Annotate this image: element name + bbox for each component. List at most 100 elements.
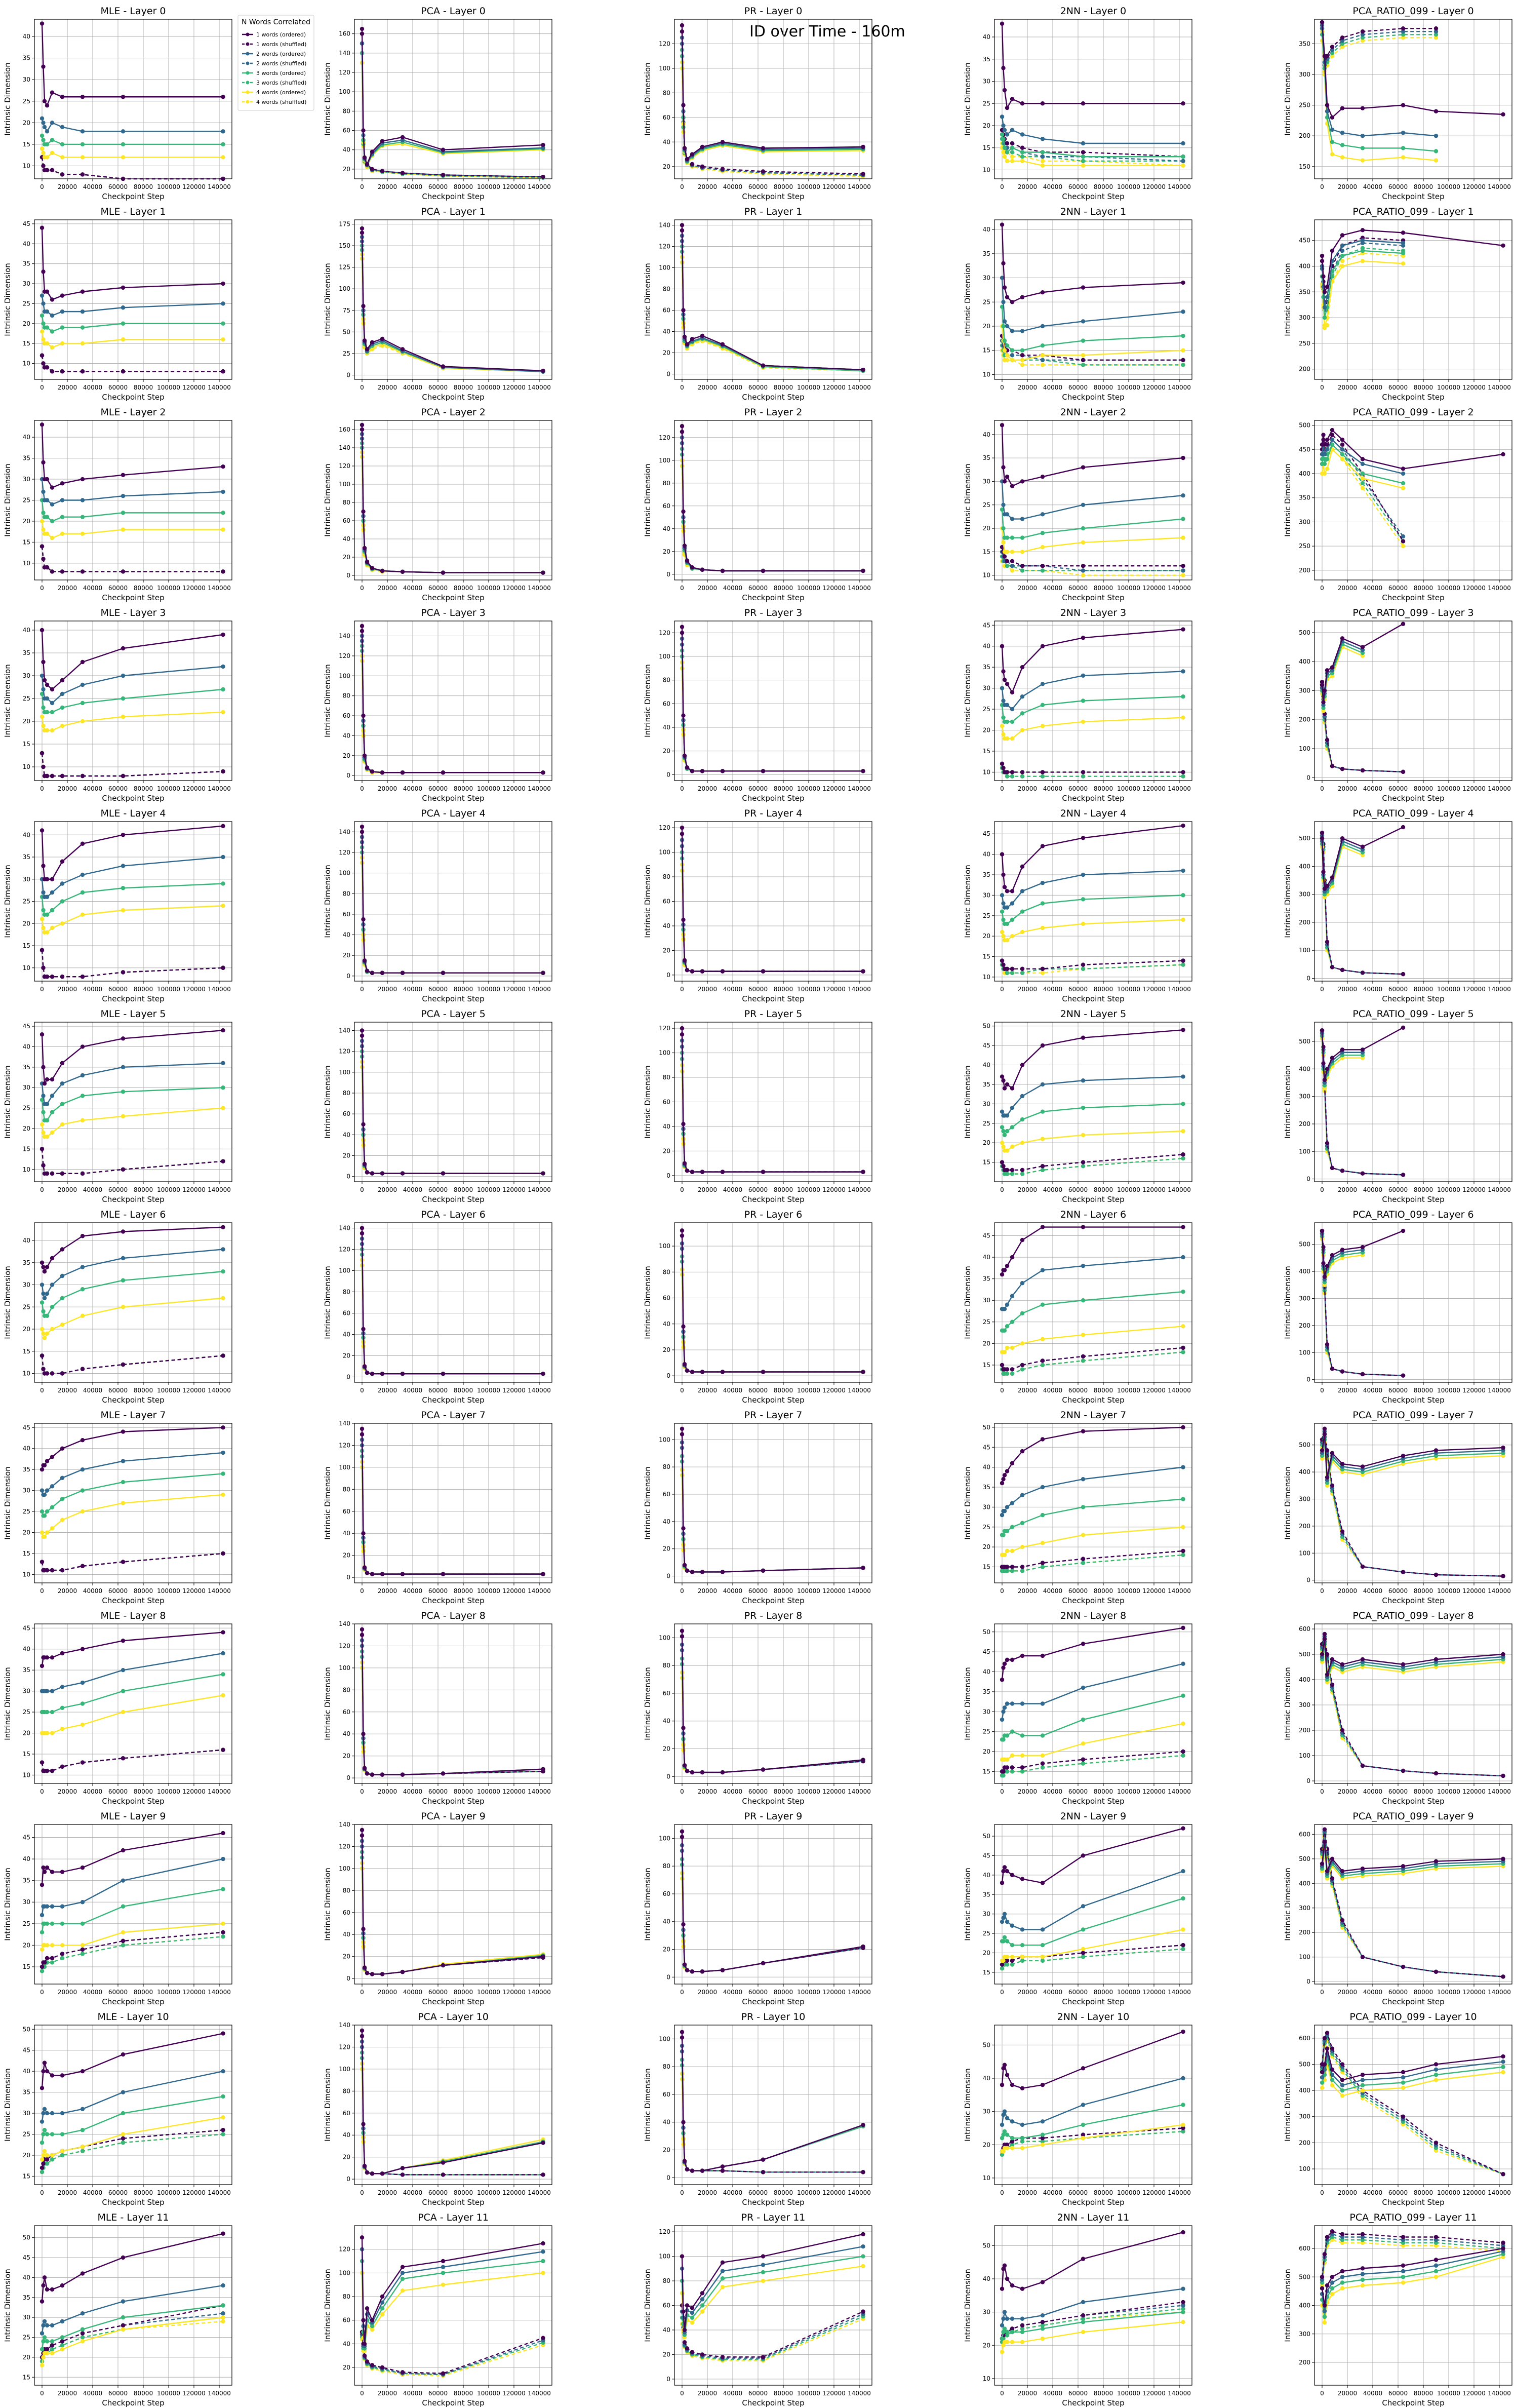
panel-8: 2NN - Layer 10 20000 40000 60000 80000 100000… bbox=[963, 206, 1192, 402]
series-4w-ordered-line bbox=[361, 655, 543, 773]
x-axis-label: Checkpoint Step bbox=[1382, 192, 1444, 201]
series-1w-ordered-line bbox=[1001, 1226, 1183, 1275]
series-1w-ordered-point bbox=[42, 99, 47, 103]
series-3w-ordered-point bbox=[39, 133, 45, 138]
series-2w-ordered-point bbox=[1322, 305, 1327, 309]
x-tick-label: 140000 bbox=[848, 183, 871, 190]
series-1w-ordered-point bbox=[861, 1566, 865, 1570]
series-4w-shuffled-point bbox=[1040, 363, 1045, 367]
series-1w-ordered-point bbox=[1040, 644, 1045, 648]
series-group bbox=[360, 1028, 545, 1176]
y-axis-label: Intrinsic Dimension bbox=[643, 62, 652, 135]
series-group bbox=[1000, 423, 1185, 577]
x-tick-label: 120000 bbox=[1462, 785, 1486, 792]
panel-title: MLE - Layer 2 bbox=[100, 407, 166, 418]
x-axis-label: Checkpoint Step bbox=[422, 994, 484, 1003]
panel-title: MLE - Layer 1 bbox=[100, 206, 166, 217]
series-1w-ordered-point bbox=[380, 139, 385, 143]
series-4w-ordered-line bbox=[1001, 919, 1183, 941]
x-tick-label: 120000 bbox=[502, 986, 526, 993]
series-4w-shuffled-line bbox=[361, 62, 543, 179]
series-1w-ordered-point bbox=[80, 477, 85, 482]
y-tick-label: 100 bbox=[659, 1436, 670, 1443]
x-tick-label: 20000 bbox=[58, 1186, 77, 1193]
y-tick-label: 40 bbox=[983, 1464, 990, 1471]
y-tick-label: 140 bbox=[339, 1027, 350, 1034]
series-1w-shuffled-point bbox=[50, 975, 55, 979]
x-tick-label: 100000 bbox=[477, 1587, 500, 1595]
y-tick-label: 80 bbox=[343, 107, 350, 114]
series-1w-shuffled-point bbox=[1340, 442, 1345, 447]
series-2w-ordered-point bbox=[80, 1073, 85, 1078]
series-1w-ordered-point bbox=[45, 877, 50, 881]
x-axis-label: Checkpoint Step bbox=[1062, 593, 1124, 602]
series-1w-shuffled-point bbox=[80, 1564, 85, 1569]
x-tick-label: 140000 bbox=[208, 183, 231, 190]
panel-title: 2NN - Layer 0 bbox=[1060, 6, 1127, 17]
series-1w-shuffled-point bbox=[1360, 29, 1365, 34]
panel-title: PCA_RATIO_099 - Layer 4 bbox=[1352, 808, 1473, 819]
series-1w-shuffled-point bbox=[1001, 765, 1006, 770]
series-2w-ordered-line bbox=[41, 1452, 223, 1496]
series-1w-ordered-point bbox=[1000, 423, 1005, 428]
series-1w-ordered-point bbox=[1081, 285, 1086, 290]
series-1w-shuffled-point bbox=[1325, 1141, 1330, 1146]
x-tick-label: 120000 bbox=[182, 1587, 206, 1595]
y-tick-label: 30 bbox=[23, 76, 30, 83]
series-4w-ordered-line bbox=[1321, 1038, 1363, 1089]
y-tick-label: 200 bbox=[1299, 716, 1310, 723]
y-tick-label: 20 bbox=[663, 349, 670, 357]
series-3w-ordered-point bbox=[60, 515, 65, 519]
y-tick-label: 15 bbox=[983, 548, 990, 555]
series-3w-ordered-line bbox=[1001, 1103, 1183, 1137]
x-tick-label: 80000 bbox=[134, 1186, 153, 1193]
series-2w-ordered-line bbox=[1001, 116, 1183, 144]
x-tick-label: 140000 bbox=[1488, 986, 1511, 993]
y-tick-label: 35 bbox=[23, 455, 30, 462]
series-4w-ordered-line bbox=[41, 331, 223, 348]
series-3w-ordered-point bbox=[80, 701, 85, 706]
x-tick-label: 140000 bbox=[208, 384, 231, 391]
series-1w-ordered-point bbox=[60, 1061, 65, 1065]
series-3w-shuffled-line bbox=[361, 651, 543, 773]
panel-title: PCA_RATIO_099 - Layer 2 bbox=[1352, 407, 1473, 418]
series-1w-ordered-point bbox=[60, 678, 65, 683]
series-4w-ordered-point bbox=[1001, 150, 1006, 154]
series-3w-shuffled-point bbox=[1010, 1371, 1015, 1376]
series-1w-shuffled-line bbox=[361, 631, 543, 773]
series-1w-ordered-point bbox=[1360, 645, 1365, 649]
series-1w-shuffled-point bbox=[80, 975, 85, 979]
series-4w-ordered-line bbox=[681, 460, 863, 572]
y-tick-label: 20 bbox=[663, 1545, 670, 1552]
series-2w-shuffled-line bbox=[41, 1149, 223, 1175]
panel-title: 2NN - Layer 2 bbox=[1060, 407, 1127, 418]
x-tick-label: 140000 bbox=[848, 986, 871, 993]
series-3w-shuffled-point bbox=[1020, 970, 1025, 976]
x-tick-label: 100000 bbox=[477, 785, 500, 792]
x-tick-label: 120000 bbox=[1462, 384, 1486, 391]
y-tick-label: 100 bbox=[1299, 1349, 1310, 1356]
plot-frame bbox=[994, 420, 1192, 580]
series-1w-shuffled-point bbox=[1000, 1160, 1005, 1164]
y-tick-label: 15 bbox=[23, 741, 30, 748]
series-3w-ordered-line bbox=[681, 1053, 863, 1173]
series-4w-ordered-line bbox=[1002, 1326, 1183, 1353]
series-4w-ordered-point bbox=[80, 912, 85, 917]
series-2w-ordered-point bbox=[1010, 128, 1015, 132]
y-axis-label: Intrinsic Dimension bbox=[323, 664, 332, 737]
x-tick-label: 0 bbox=[360, 1186, 364, 1193]
series-2w-ordered-point bbox=[1010, 901, 1015, 906]
y-tick-label: 100 bbox=[339, 481, 350, 488]
y-tick-label: 10 bbox=[983, 768, 990, 775]
x-tick-label: 120000 bbox=[502, 585, 526, 592]
series-1w-shuffled-point bbox=[1181, 770, 1185, 774]
y-tick-label: 35 bbox=[23, 1466, 30, 1473]
series-1w-shuffled-point bbox=[1401, 769, 1406, 774]
series-1w-ordered-point bbox=[541, 570, 545, 575]
series-4w-shuffled-line bbox=[361, 863, 543, 974]
series-1w-ordered-point bbox=[700, 1370, 705, 1374]
series-1w-ordered-point bbox=[80, 659, 85, 665]
x-tick-label: 80000 bbox=[774, 1186, 793, 1193]
x-tick-label: 0 bbox=[40, 1186, 44, 1193]
y-tick-label: 125 bbox=[339, 264, 350, 271]
